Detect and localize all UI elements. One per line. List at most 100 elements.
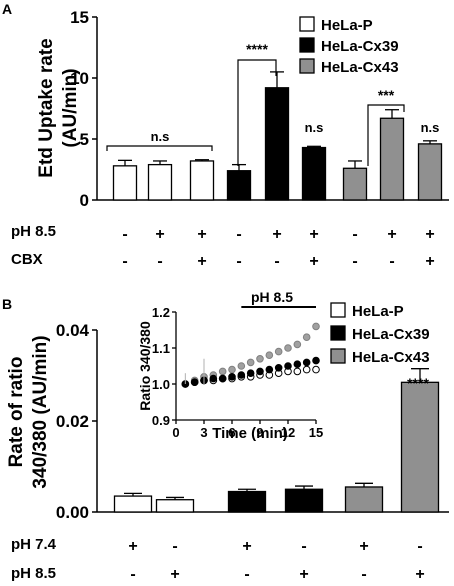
inset-ylabel: Ratio 340/380: [137, 321, 153, 411]
chart-panel-a: Etd Uptake rate (AU/min) pH 8.5 CBX 0 5 10…: [11, 8, 449, 270]
b-condition-mark: -: [417, 538, 422, 555]
inset-point-series-2: [293, 360, 302, 369]
a-condition-mark: -: [122, 253, 127, 270]
panel-a-condition-label-1: pH 8.5: [11, 223, 56, 240]
inset-point-series-2: [265, 365, 274, 374]
b-legend-label-1: HeLa-P: [352, 303, 404, 320]
chart-inset: Ratio 340/380 Time (min) pH 8.5 0.9 1.0 1.…: [137, 289, 323, 442]
a-condition-mark: +: [425, 253, 434, 270]
b-condition-mark: -: [172, 538, 177, 555]
a-bar-9: [417, 143, 443, 201]
inset-point-series-2: [228, 373, 236, 381]
inset-point-series-2: [302, 358, 311, 367]
inset-point-series-3: [218, 367, 227, 376]
a-legend-swatch-1: [299, 16, 315, 32]
inset-point-series-3: [302, 333, 311, 342]
inset-point-series-3: [284, 344, 292, 352]
panel-a-ylabel-line2: (AU/min): [60, 68, 81, 147]
b-condition-mark: +: [242, 538, 251, 555]
a-condition-mark: +: [155, 226, 164, 243]
a-legend-label-1: HeLa-P: [321, 17, 373, 34]
panel-b-stars-cx43: ****: [407, 375, 429, 391]
chart-panel-b: Rate of ratio 340/380 (AU/min) pH 7.4 pH…: [6, 302, 449, 583]
inset-x-tick-label: 15: [309, 425, 323, 440]
b-bar-4: [284, 488, 324, 513]
panel-b-ylabel-line2: 340/380 (AU/min): [30, 335, 51, 488]
a-bar-7: [342, 167, 368, 201]
b-bar-5: [344, 486, 384, 513]
a-condition-mark: -: [236, 226, 241, 243]
inset-point-series-3: [293, 340, 302, 349]
b-condition-mark: -: [244, 566, 249, 583]
a-condition-mark: +: [309, 226, 318, 243]
b-legend-swatch-2: [330, 325, 346, 341]
a-y-tick-label: 10: [70, 69, 89, 88]
inset-point-series-2: [256, 367, 264, 376]
inset-point-series-3: [256, 355, 264, 363]
a-condition-mark: -: [389, 253, 394, 270]
panel-b-condition-label-2: pH 8.5: [11, 565, 56, 582]
a-condition-mark: -: [236, 253, 241, 270]
a-condition-mark: -: [274, 253, 279, 270]
a-bar-6: [301, 146, 327, 201]
b-legend-swatch-1: [330, 302, 346, 318]
inset-xlabel: Time (min): [212, 425, 288, 442]
b-condition-mark: +: [359, 538, 368, 555]
a-condition-mark: -: [122, 226, 127, 243]
inset-point-series-3: [312, 322, 320, 331]
panel-label-b: B: [2, 296, 12, 312]
inset-point-series-2: [190, 378, 199, 387]
inset-point-series-2: [312, 356, 320, 365]
b-y-tick-label: 0.02: [56, 412, 89, 431]
inset-y-tick-label: 1.0: [152, 377, 170, 392]
b-condition-mark: +: [415, 566, 424, 583]
b-bar-2: [155, 499, 195, 513]
a-legend-swatch-2: [299, 37, 315, 53]
inset-point-series-2: [237, 371, 246, 379]
a-condition-mark: +: [197, 226, 206, 243]
b-condition-mark: -: [130, 566, 135, 583]
panel-a-ylabel-line1: Etd Uptake rate: [36, 38, 57, 177]
inset-x-tick-label: 6: [228, 425, 235, 440]
b-bar-6: [400, 381, 440, 513]
inset-point-series-2: [274, 364, 283, 372]
inset-point-series-3: [246, 358, 255, 367]
inset-point-series-2: [246, 369, 255, 378]
a-condition-mark: +: [272, 226, 281, 243]
inset-point-series-2: [209, 374, 218, 383]
inset-x-tick-label: 12: [281, 425, 295, 440]
a-bar-5: [264, 87, 290, 201]
b-condition-mark: +: [170, 566, 179, 583]
a-bar-4: [226, 170, 252, 201]
a-bar-8: [379, 117, 405, 201]
inset-point-series-3: [237, 362, 246, 370]
panel-a-ns-cx39: n.s: [305, 120, 324, 135]
b-y-tick-label: 0.00: [56, 503, 89, 522]
inset-point-series-1: [312, 365, 320, 374]
b-legend-label-2: HeLa-Cx39: [352, 326, 430, 343]
inset-point-series-3: [274, 347, 283, 356]
a-legend-swatch-3: [299, 58, 315, 74]
panel-a-cx39-bracket: [237, 59, 277, 166]
panel-a-cx43-bracket: [367, 104, 405, 166]
a-legend-label-3: HeLa-Cx43: [321, 59, 399, 76]
b-bar-1: [113, 495, 153, 513]
panel-b-ylabel-line1: Rate of ratio: [6, 357, 27, 468]
a-bar-3: [189, 160, 215, 201]
inset-y-tick-label: 1.2: [152, 305, 170, 320]
inset-x-tick-label: 9: [256, 425, 263, 440]
a-legend-label-2: HeLa-Cx39: [321, 38, 399, 55]
b-condition-mark: -: [301, 538, 306, 555]
b-condition-mark: +: [299, 566, 308, 583]
inset-y-tick-label: 1.1: [152, 341, 170, 356]
a-condition-mark: +: [197, 253, 206, 270]
inset-x-tick-label: 3: [200, 425, 207, 440]
panel-a-ns-cx43: n.s: [421, 120, 440, 135]
panel-b-condition-label-1: pH 7.4: [11, 536, 57, 553]
b-bar-3: [227, 490, 267, 513]
inset-point-series-3: [265, 351, 274, 360]
panel-a-ns-group: n.s: [151, 129, 170, 144]
b-condition-mark: -: [361, 566, 366, 583]
a-bar-2: [147, 163, 173, 201]
